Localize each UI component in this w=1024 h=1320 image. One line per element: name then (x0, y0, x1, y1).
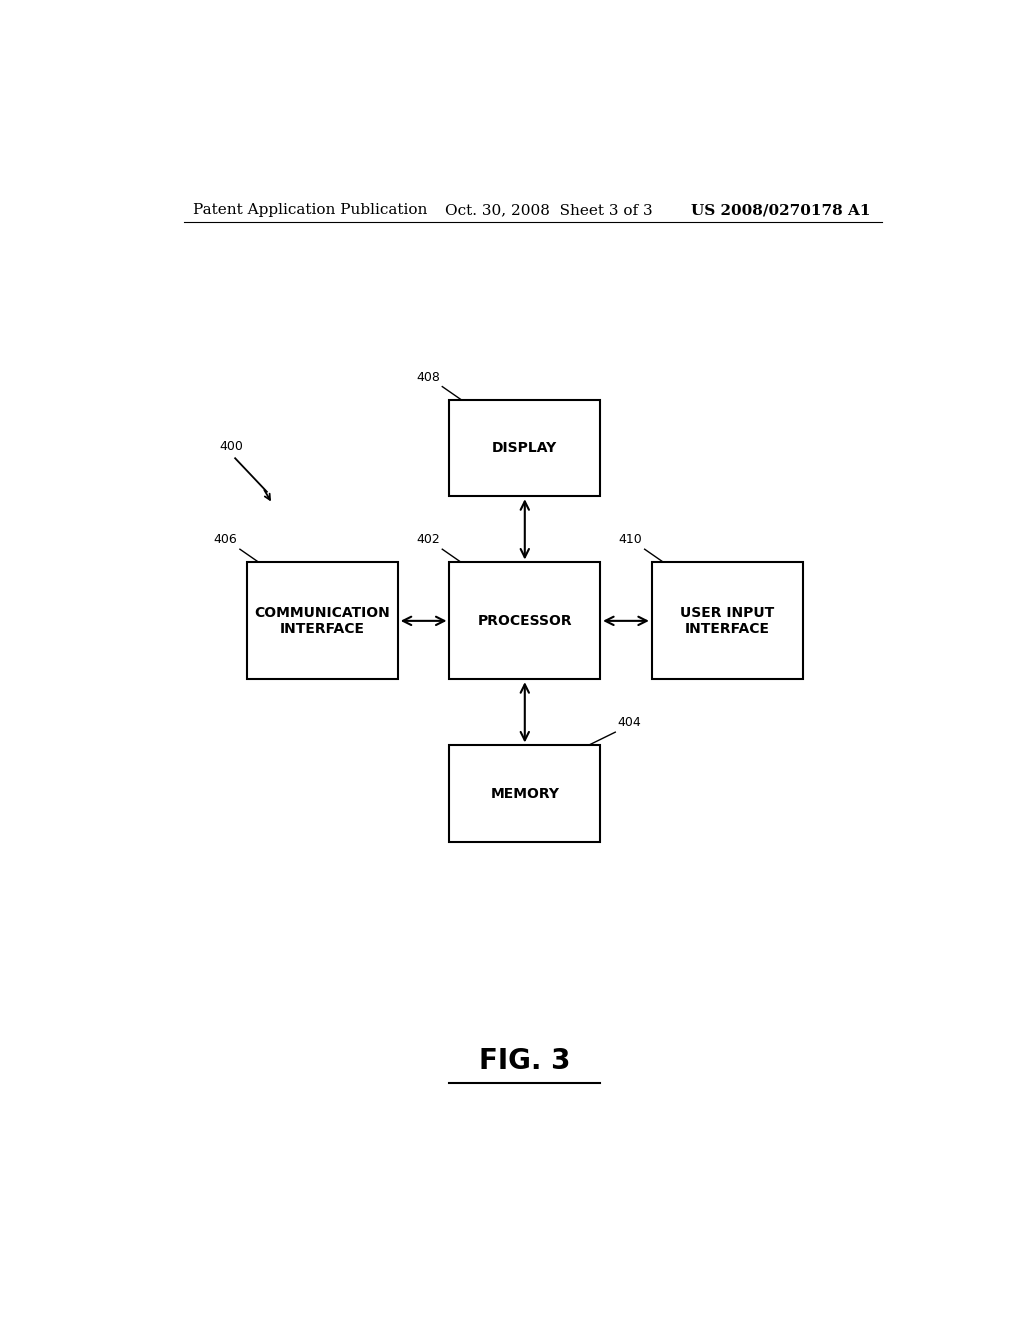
FancyBboxPatch shape (450, 400, 600, 496)
Text: Oct. 30, 2008  Sheet 3 of 3: Oct. 30, 2008 Sheet 3 of 3 (445, 203, 653, 216)
Text: US 2008/0270178 A1: US 2008/0270178 A1 (691, 203, 871, 216)
FancyBboxPatch shape (450, 562, 600, 680)
Text: 410: 410 (618, 533, 642, 546)
Text: PROCESSOR: PROCESSOR (477, 614, 572, 628)
Text: Patent Application Publication: Patent Application Publication (194, 203, 427, 216)
Text: DISPLAY: DISPLAY (493, 441, 557, 455)
Text: 406: 406 (214, 533, 238, 546)
FancyBboxPatch shape (652, 562, 803, 680)
Text: 400: 400 (219, 440, 243, 453)
Text: FIG. 3: FIG. 3 (479, 1047, 570, 1074)
FancyBboxPatch shape (247, 562, 397, 680)
Text: COMMUNICATION
INTERFACE: COMMUNICATION INTERFACE (255, 606, 390, 636)
Text: MEMORY: MEMORY (490, 787, 559, 801)
Text: 408: 408 (416, 371, 440, 384)
Text: 404: 404 (617, 717, 641, 729)
Text: 402: 402 (416, 533, 440, 546)
Text: USER INPUT
INTERFACE: USER INPUT INTERFACE (680, 606, 774, 636)
FancyBboxPatch shape (450, 746, 600, 842)
